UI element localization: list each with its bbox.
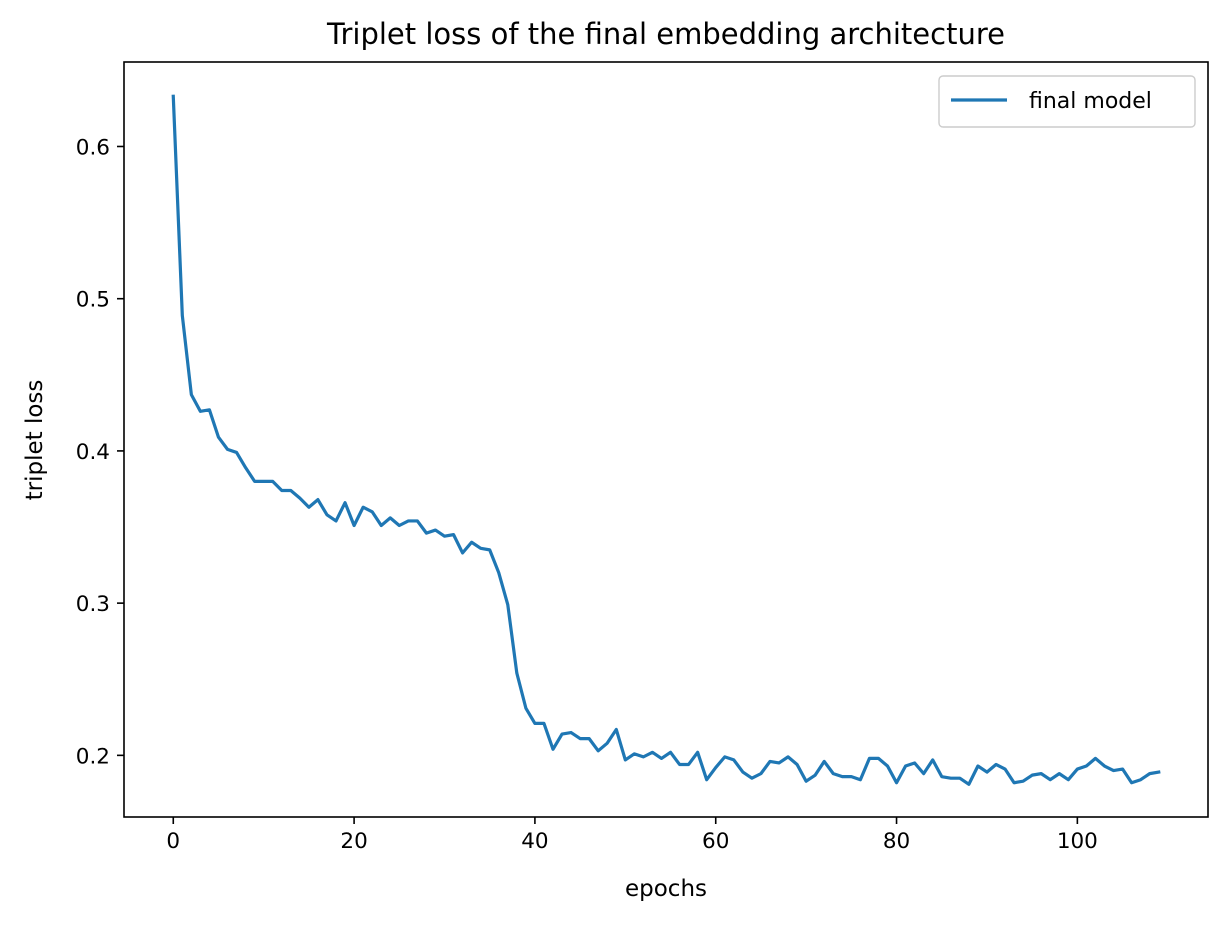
x-tick-label: 100 <box>1057 829 1098 854</box>
y-tick-label: 0.2 <box>76 744 110 769</box>
y-tick-label: 0.4 <box>76 440 110 465</box>
legend-label-final-model: final model <box>1029 89 1152 114</box>
x-tick-label: 60 <box>702 829 729 854</box>
y-tick-label: 0.3 <box>76 592 110 617</box>
y-tick-label: 0.6 <box>76 135 110 160</box>
legend: final model <box>938 75 1196 128</box>
x-tick-label: 0 <box>166 829 180 854</box>
legend-box <box>938 75 1196 128</box>
plot-frame <box>123 61 1209 818</box>
series-line-0 <box>171 94 1161 786</box>
x-tick-label: 20 <box>340 829 367 854</box>
y-axis-label: triplet loss <box>22 380 48 501</box>
x-axis-ticks: 0 20 40 60 80 100 <box>166 817 1098 854</box>
chart-title: Triplet loss of the final embedding arch… <box>326 17 1005 51</box>
x-tick-label: 80 <box>883 829 910 854</box>
x-axis-label: epochs <box>625 876 707 902</box>
plot-area <box>171 94 1161 786</box>
x-tick-label: 40 <box>521 829 548 854</box>
y-tick-label: 0.5 <box>76 288 110 313</box>
y-axis-ticks: 0.2 0.3 0.4 0.5 0.6 <box>76 135 124 769</box>
